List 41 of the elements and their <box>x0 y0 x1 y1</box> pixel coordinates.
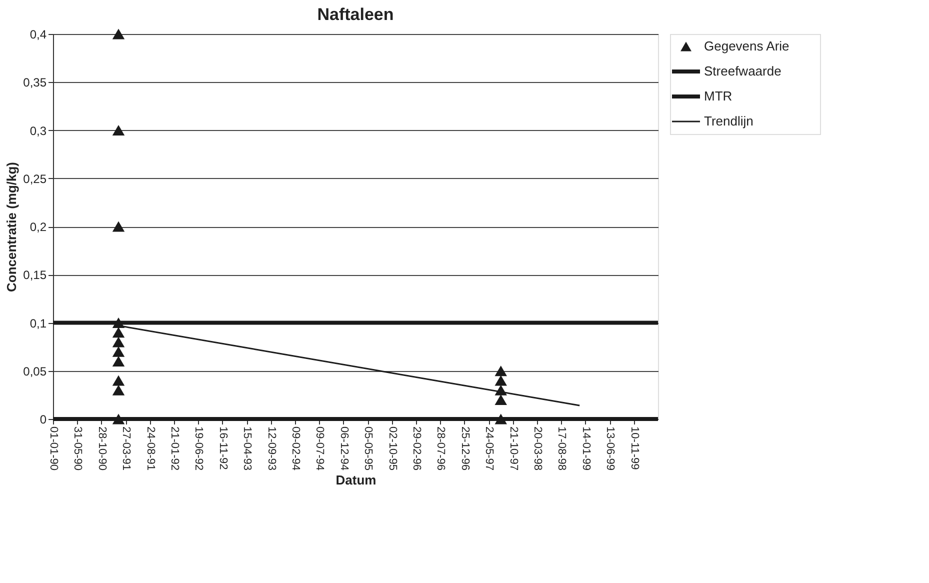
y-tick-label: 0,25 <box>23 172 47 186</box>
y-axis-title: Concentratie (mg/kg) <box>4 162 20 292</box>
x-tick-label: 28-10-90 <box>96 426 108 471</box>
x-axis-title: Datum <box>336 472 376 488</box>
x-tick-label: 02-10-95 <box>386 426 398 471</box>
x-tick-label: 31-05-90 <box>72 426 84 471</box>
legend-label: Gegevens Arie <box>704 38 790 54</box>
x-tick-label: 25-12-96 <box>458 426 471 471</box>
legend-label: MTR <box>704 88 732 104</box>
x-tick-label: 27-03-91 <box>120 426 132 471</box>
y-tick-label: 0,2 <box>30 220 47 234</box>
y-tick-label: 0,15 <box>23 268 47 282</box>
y-tick-label: 0,05 <box>23 364 47 378</box>
x-tick-label: 19-06-92 <box>192 426 205 471</box>
x-tick-label: 10-11-99 <box>628 426 640 470</box>
x-tick-label: 21-10-97 <box>507 426 520 471</box>
x-tick-label: 06-12-94 <box>338 426 350 471</box>
x-tick-label: 28-07-96 <box>434 426 447 471</box>
y-tick-label: 0,3 <box>30 124 47 138</box>
x-tick-label: 13-06-99 <box>604 426 616 471</box>
x-tick-label: 17-08-98 <box>556 426 568 471</box>
x-tick-label: 24-05-97 <box>483 426 496 471</box>
x-tick-label: 16-11-92 <box>216 426 229 470</box>
x-tick-label: 09-07-94 <box>314 426 326 471</box>
x-tick-label: 09-02-94 <box>290 426 302 471</box>
x-tick-label: 29-02-96 <box>410 426 422 471</box>
legend-label: Streefwaarde <box>704 64 782 78</box>
x-tick-label: 24-08-91 <box>144 426 156 471</box>
y-tick-label: 0,1 <box>30 316 47 330</box>
y-tick-label: 0 <box>40 412 47 426</box>
y-tick-label: 0,35 <box>23 76 47 90</box>
x-tick-label: 15-04-93 <box>241 426 254 471</box>
x-tick-label: 05-05-95 <box>362 426 374 471</box>
legend-label: Trendlijn <box>704 114 754 128</box>
y-tick-label: 0,4 <box>30 28 47 42</box>
x-tick-label: 21-01-92 <box>168 426 180 471</box>
x-tick-label: 12-09-93 <box>265 426 278 471</box>
x-tick-label: 14-01-99 <box>580 426 592 471</box>
x-tick-label: 20-03-98 <box>532 426 544 471</box>
chart-title: Naftaleen <box>317 5 394 24</box>
x-tick-label: 01-01-90 <box>48 426 60 471</box>
